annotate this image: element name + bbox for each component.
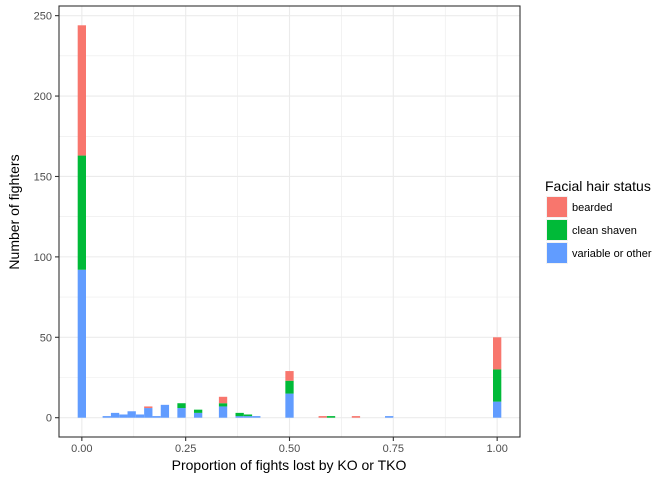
bar-clean-shaven <box>218 403 228 407</box>
bar-variable-or-other <box>193 412 203 418</box>
bar-clean-shaven <box>235 412 244 417</box>
bar-bearded <box>218 396 228 404</box>
y-tick-label: 100 <box>34 252 52 264</box>
y-tick-label: 0 <box>46 413 52 425</box>
legend-swatch <box>547 197 567 217</box>
bar-clean-shaven <box>493 369 502 402</box>
legend-label: bearded <box>572 202 612 214</box>
legend-title: Facial hair status <box>545 178 651 194</box>
y-axis-title: Number of fighters <box>6 154 22 269</box>
bar-bearded <box>318 416 327 418</box>
bar-variable-or-other <box>218 406 228 418</box>
bar-clean-shaven <box>326 416 336 418</box>
bar-clean-shaven <box>177 403 186 409</box>
x-tick-label: 1.00 <box>486 443 507 455</box>
legend-swatch <box>547 243 567 263</box>
bar-bearded <box>285 371 294 381</box>
bar-variable-or-other <box>177 408 186 418</box>
bar-bearded <box>144 406 153 409</box>
bar-bearded <box>493 337 502 370</box>
bar-clean-shaven <box>193 409 203 413</box>
bar-clean-shaven <box>285 380 294 394</box>
bar-variable-or-other <box>102 416 111 418</box>
x-axis: 0.00 0.25 0.50 0.75 1.00 <box>71 437 508 455</box>
bar-bearded <box>77 25 86 156</box>
legend-swatch <box>547 220 567 240</box>
x-axis-title: Proportion of fights lost by KO or TKO <box>172 457 407 473</box>
bar-bearded <box>351 416 361 418</box>
y-tick-label: 200 <box>34 91 52 103</box>
y-tick-label: 150 <box>34 171 52 183</box>
bar-clean-shaven <box>243 414 253 417</box>
x-tick-label: 0.75 <box>383 443 404 455</box>
x-tick-label: 0.50 <box>279 443 300 455</box>
bar-variable-or-other <box>160 404 170 418</box>
bar-variable-or-other <box>119 414 128 418</box>
bar-variable-or-other <box>243 416 253 418</box>
bar-variable-or-other <box>493 401 502 418</box>
y-axis: 0 50 100 150 200 250 <box>34 11 59 425</box>
stacked-bars <box>77 25 502 418</box>
bar-variable-or-other <box>77 269 86 418</box>
y-tick-label: 250 <box>34 11 52 23</box>
x-tick-label: 0.25 <box>175 443 196 455</box>
legend: Facial hair status bearded clean shaven va… <box>545 178 652 264</box>
bar-variable-or-other <box>144 408 153 418</box>
legend-label: clean shaven <box>572 225 637 237</box>
bar-variable-or-other <box>252 416 261 418</box>
legend-items: bearded clean shaven variable or other <box>546 196 652 264</box>
bar-variable-or-other <box>110 412 120 418</box>
y-tick-label: 50 <box>40 332 52 344</box>
bar-clean-shaven <box>77 155 86 270</box>
bar-variable-or-other <box>152 416 161 418</box>
legend-label: variable or other <box>572 248 652 260</box>
bar-variable-or-other <box>385 416 394 418</box>
bar-variable-or-other <box>127 411 136 418</box>
bar-variable-or-other <box>285 393 294 418</box>
bar-variable-or-other <box>235 416 244 418</box>
x-tick-label: 0.00 <box>71 443 92 455</box>
bar-variable-or-other <box>135 414 145 418</box>
